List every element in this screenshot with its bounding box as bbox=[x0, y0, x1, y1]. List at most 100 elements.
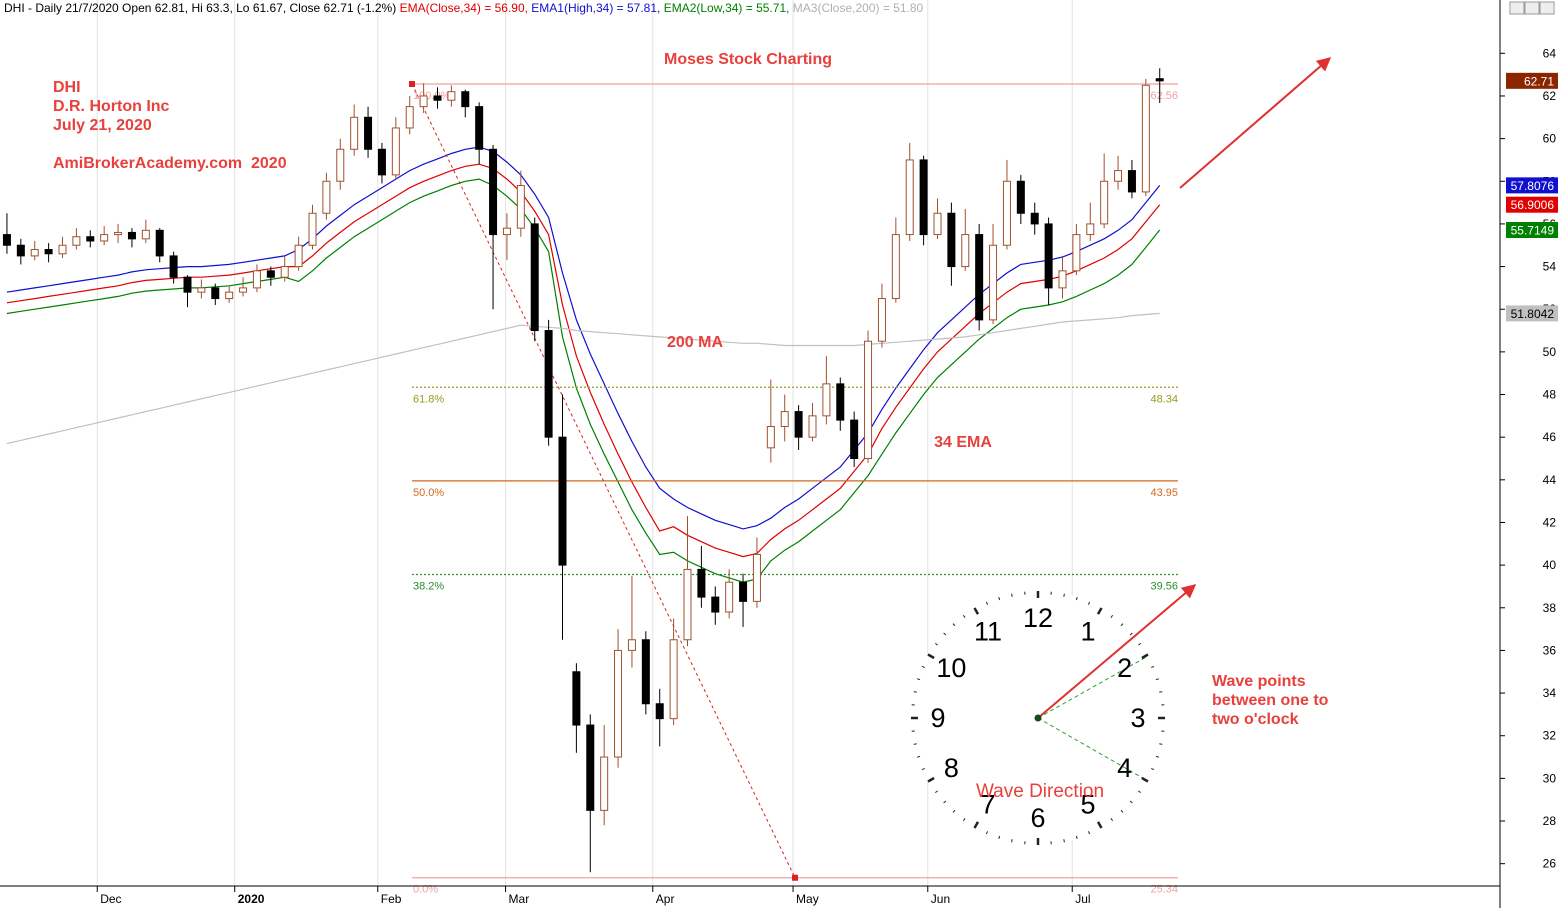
clock-tick bbox=[914, 692, 917, 693]
clock-tick bbox=[1159, 744, 1162, 745]
y-tick-label: 46 bbox=[1543, 430, 1557, 444]
y-tick-label: 30 bbox=[1543, 771, 1557, 785]
candle-body bbox=[587, 725, 594, 810]
candle-body bbox=[226, 292, 233, 298]
clock-tick bbox=[1012, 594, 1013, 597]
annotation: AmiBrokerAcademy.com 2020 bbox=[53, 155, 287, 172]
y-tick-label: 38 bbox=[1543, 601, 1557, 615]
candle-body bbox=[1156, 79, 1163, 81]
candle-body bbox=[878, 299, 885, 342]
clock-tick bbox=[1159, 692, 1162, 693]
candle-body bbox=[1003, 181, 1010, 245]
annotation: Wave points bbox=[1212, 673, 1306, 690]
candle-body bbox=[740, 582, 747, 601]
candle-body bbox=[684, 569, 691, 639]
header-part: EMA1(High,34) = 57.81, bbox=[531, 1, 663, 15]
button[interactable] bbox=[1525, 2, 1539, 14]
y-tick-label: 50 bbox=[1543, 345, 1557, 359]
annotation: two o'clock bbox=[1212, 711, 1299, 728]
trend-point bbox=[792, 875, 798, 881]
fib-value: 43.95 bbox=[1150, 487, 1178, 499]
button[interactable] bbox=[1510, 2, 1524, 14]
candle-body bbox=[809, 416, 816, 437]
candle-body bbox=[31, 250, 38, 256]
clock-tick bbox=[1012, 839, 1013, 842]
candle-body bbox=[170, 256, 177, 277]
candle-body bbox=[851, 420, 858, 458]
candle-body bbox=[101, 235, 108, 241]
candle-body bbox=[267, 271, 274, 277]
clock-center bbox=[1035, 715, 1042, 722]
candle-body bbox=[1017, 181, 1024, 213]
candle-body bbox=[406, 107, 413, 128]
candle-body bbox=[615, 650, 622, 757]
clock-number: 6 bbox=[1030, 803, 1045, 833]
candle-body bbox=[365, 117, 372, 149]
candle-body bbox=[531, 224, 538, 331]
candle-body bbox=[128, 232, 135, 238]
y-tick-label: 54 bbox=[1543, 260, 1557, 274]
header-part: EMA2(Low,34) = 55.71, bbox=[664, 1, 793, 15]
header-part: DHI - Daily 21/7/2020 Open 62.81, Hi 63.… bbox=[4, 1, 400, 15]
y-tick-label: 48 bbox=[1543, 388, 1557, 402]
x-tick-label: 2020 bbox=[238, 892, 265, 906]
candle-body bbox=[295, 245, 302, 266]
y-tick-label: 34 bbox=[1543, 686, 1557, 700]
y-tick-label: 44 bbox=[1543, 473, 1557, 487]
scroll-buttons bbox=[1510, 2, 1554, 14]
y-tick-label: 62 bbox=[1543, 89, 1557, 103]
candle-body bbox=[1031, 213, 1038, 224]
clock-number: 8 bbox=[944, 753, 959, 783]
candle-body bbox=[753, 554, 760, 601]
candle-body bbox=[767, 427, 774, 448]
fib-value: 62.56 bbox=[1150, 90, 1178, 102]
candle-body bbox=[45, 250, 52, 254]
candle-body bbox=[1087, 224, 1094, 235]
x-tick-label: May bbox=[796, 892, 819, 906]
header-part: EMA(Close,34) = 56.90, bbox=[400, 1, 532, 15]
candle-body bbox=[73, 237, 80, 246]
candle-body bbox=[990, 245, 997, 320]
candle-body bbox=[448, 92, 455, 101]
candle-body bbox=[420, 96, 427, 107]
candle-body bbox=[1073, 235, 1080, 271]
candle-body bbox=[198, 288, 205, 292]
annotation: between one to bbox=[1212, 692, 1329, 709]
candle-body bbox=[337, 149, 344, 181]
indicator-lines bbox=[7, 147, 1160, 582]
y-tick-label: 40 bbox=[1543, 558, 1557, 572]
candle-body bbox=[1115, 171, 1122, 182]
value-box-label: 57.8076 bbox=[1511, 179, 1555, 193]
clock-number: 11 bbox=[974, 616, 1002, 646]
annotation: 200 MA bbox=[667, 334, 723, 351]
candle-body bbox=[976, 235, 983, 320]
candle-body bbox=[698, 569, 705, 597]
candle-body bbox=[726, 582, 733, 612]
candle-body bbox=[87, 237, 94, 241]
candle-body bbox=[601, 757, 608, 810]
candle-body bbox=[1101, 181, 1108, 224]
candle-body bbox=[781, 412, 788, 427]
clock-number: 1 bbox=[1080, 616, 1095, 646]
value-box-label: 51.8042 bbox=[1511, 307, 1555, 321]
candle-body bbox=[948, 213, 955, 266]
candle-body bbox=[462, 92, 469, 107]
button[interactable] bbox=[1540, 2, 1554, 14]
candle-body bbox=[253, 271, 260, 288]
candle-body bbox=[642, 640, 649, 704]
candle-body bbox=[1045, 224, 1052, 288]
value-box-label: 56.9006 bbox=[1511, 198, 1555, 212]
candle-body bbox=[962, 235, 969, 267]
x-tick-label: Dec bbox=[100, 892, 121, 906]
fib-label: 50.0% bbox=[413, 487, 444, 499]
x-tick-label: Feb bbox=[381, 892, 402, 906]
candle-body bbox=[795, 412, 802, 438]
candle-body bbox=[309, 213, 316, 245]
candle-body bbox=[59, 245, 66, 254]
candle-body bbox=[240, 288, 247, 292]
candle-body bbox=[920, 160, 927, 235]
x-tick-label: Apr bbox=[656, 892, 675, 906]
